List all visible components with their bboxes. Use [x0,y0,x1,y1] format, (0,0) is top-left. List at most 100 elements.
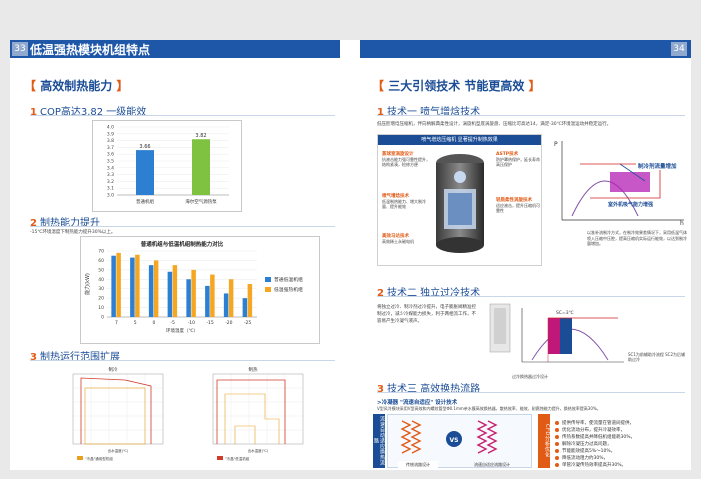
tech-3-desc: V型风冷模块采用V型高效和内螺纹管型Φ0.1mm亲水膜高效换热器，散热效率、能效… [377,406,601,411]
bar [130,257,135,317]
bar [172,265,178,317]
cop-chart-box: 3.0 3.1 3.2 3.3 3.4 3.5 3.6 3.7 3.8 3.9 4.0 3.66 普通机… [92,120,242,212]
divider [30,226,335,227]
section-3-text: 制热运行范围扩展 [39,352,120,363]
tech-2-num: 2 [377,288,384,299]
legend-swatch [265,287,271,292]
range-chart-title: 制冷 [109,366,118,373]
flow-strip-right: CFD分析优化 [538,414,550,468]
tech-2-note: SC1为前辅助冷流程 SC2为后辅助过冷 [628,352,686,362]
section-2-title: 2 制热能力提升 [30,214,103,229]
y-tick-label: 3.4 [107,165,114,171]
tech-3-num: 3 [377,384,384,395]
bar [191,269,196,317]
tech-1-num: 1 [377,107,384,118]
bar [136,150,154,195]
benefit-item: 节能能效提高5%～10%， [555,448,615,454]
benefit-item: 单管冷凝传热效率提高升30%。 [555,462,626,468]
data-label: 3.82 [195,133,206,139]
divider [377,392,685,393]
compressor-illustration [436,154,484,253]
section-2-note: -15℃环境温度下制热能力提升30%以上。 [30,230,116,235]
y-tick-label: 10 [98,305,104,311]
vs-label: VS [450,437,459,444]
range-chart-xlabel: 出水温度(℃) [248,448,269,453]
capacity-chart-box: 普通机组与低温机组制热能力对比 0 10 20 30 40 50 60 70 能力(kW) 7 5 0-… [80,236,320,344]
bar [135,254,140,317]
tech-2-text: 技术二 独立过冷技术 [386,288,481,299]
left-header-title: 低温强热模块机组特点 [30,43,151,57]
y-tick-label: 3.0 [107,193,114,199]
bar [247,284,253,317]
page-number-left: 33 [12,42,28,56]
x-tick-label: 普通机组 [136,198,154,205]
flow-illustration: VS 传统流路设计 流速自适应流路设计 [398,420,510,468]
legend-swatch [265,277,271,282]
section-2-text: 制热能力提升 [39,218,100,229]
legend-label: 普通低温机组 [274,276,303,283]
x-tick-label: 5 [134,320,137,326]
x-tick-label: -15 [206,320,213,326]
callout-text: 适应液击，提升压缩机可靠性 [496,203,540,213]
bar [242,298,248,317]
benefit-item: 提供传导率，使流量在管道间提供， [555,420,634,426]
page-number-right: 34 [671,42,687,56]
section-2-num: 2 [30,218,37,229]
tech-3-sub: >冷凝器 "流速自适应" 设计技术 [377,400,458,406]
y-tick-label: 30 [98,286,104,292]
y-tick-label: 3.6 [107,152,114,158]
flow-diagram: VS 传统流路设计 流速自适应流路设计 [387,414,532,468]
y-tick-label: 4.0 [107,125,114,131]
y-axis-label: 能力(kW) [84,273,91,295]
subcooling-diagram: SC=3℃ [489,303,624,363]
right-heading-text: 三大引领技术 节能更高效 [388,79,525,93]
bar [167,271,173,317]
ph-h-label: h [680,220,684,226]
right-heading: 【 三大引领技术 节能更高效 】 [372,79,541,93]
tech-1-desc: 低压腔增焓压缩机，伴向柄解典柔性设计，涡旋机型底涡旋盘、压缩比可高达14，满足-… [377,122,612,127]
benefit-item: 降低流动阻力约30%， [555,455,608,461]
range-chart-legend: "冷晶"低温机组 [225,456,250,461]
callout-text: 高效稀土永磁电机 [382,239,414,244]
bar [223,293,229,317]
tech-3-title: 3 技术三 高效换热流路 [377,380,483,395]
x-tick-label: 0 [152,320,155,326]
range-chart-title: 制热 [249,366,258,373]
right-header-bar: 34 [360,40,691,58]
x-tick-label: 海尔空气源热泵 [185,198,217,205]
ph-diagram: P h 制冷剂流量增加 室外机吸气能力增强 [554,141,686,226]
tech-2-title: 2 技术二 独立过冷技术 [377,284,483,299]
tech-2-desc: 将独立过冷、制冷剂过冷提升，电子膨胀阀精准控制过冷，减少冷媒能力损失，利于两相流… [377,305,476,324]
left-heading: 【 高效制热能力 】 [24,79,129,93]
y-tick-label: 3.1 [107,186,114,192]
bar [186,279,191,317]
y-tick-label: 70 [98,249,104,255]
callout-title: ASTP技术 [496,152,519,157]
y-tick-label: 0 [101,315,104,321]
callout-title: 轻质柔性涡旋技术 [496,198,532,203]
x-tick-label: -5 [170,320,175,326]
callout-title: 蒸球室涡旋设计 [382,152,414,157]
section-1-title: 1 COP高达3.82 一级能效 [30,103,149,118]
benefit-item: 解除冷凝压力过高问题， [555,441,612,447]
y-tick-label: 40 [98,277,104,283]
flow-strip-left: 流速自动适应换热流路 [373,414,385,468]
y-tick-label: 3.9 [107,131,114,137]
brochure-spread: 33 低温强热模块机组特点 34 【 高效制热能力 】 1 COP高达3.82 一… [10,40,691,470]
section-3-num: 3 [30,352,37,363]
bar [153,260,159,317]
ph-note: 以准补流制冷方式，在制冷效果差情况下，采用低温气体喷入压缩中压腔，提高压缩机实际… [587,230,687,246]
sc-label: SC=3℃ [556,310,574,316]
bar [111,255,116,317]
x-tick-label: 7 [115,320,118,326]
bar [210,274,215,317]
ph-p-label: P [554,141,558,148]
divider [377,115,685,116]
bar [116,252,121,317]
benefit-item: 传热系数提高并降低机组能耗30%， [555,434,635,440]
cooling-range-chart: 制冷 出水温度(℃) "冷晶"通用型机组 [72,366,164,461]
divider [377,296,685,297]
left-header-bar: 33 低温强热模块机组特点 [10,40,340,58]
benefit-item: 优化流动分布，提升冷凝效率， [555,427,625,433]
heating-range-chart: 制热 出水温度(℃) "冷晶"低温机组 [212,366,304,461]
